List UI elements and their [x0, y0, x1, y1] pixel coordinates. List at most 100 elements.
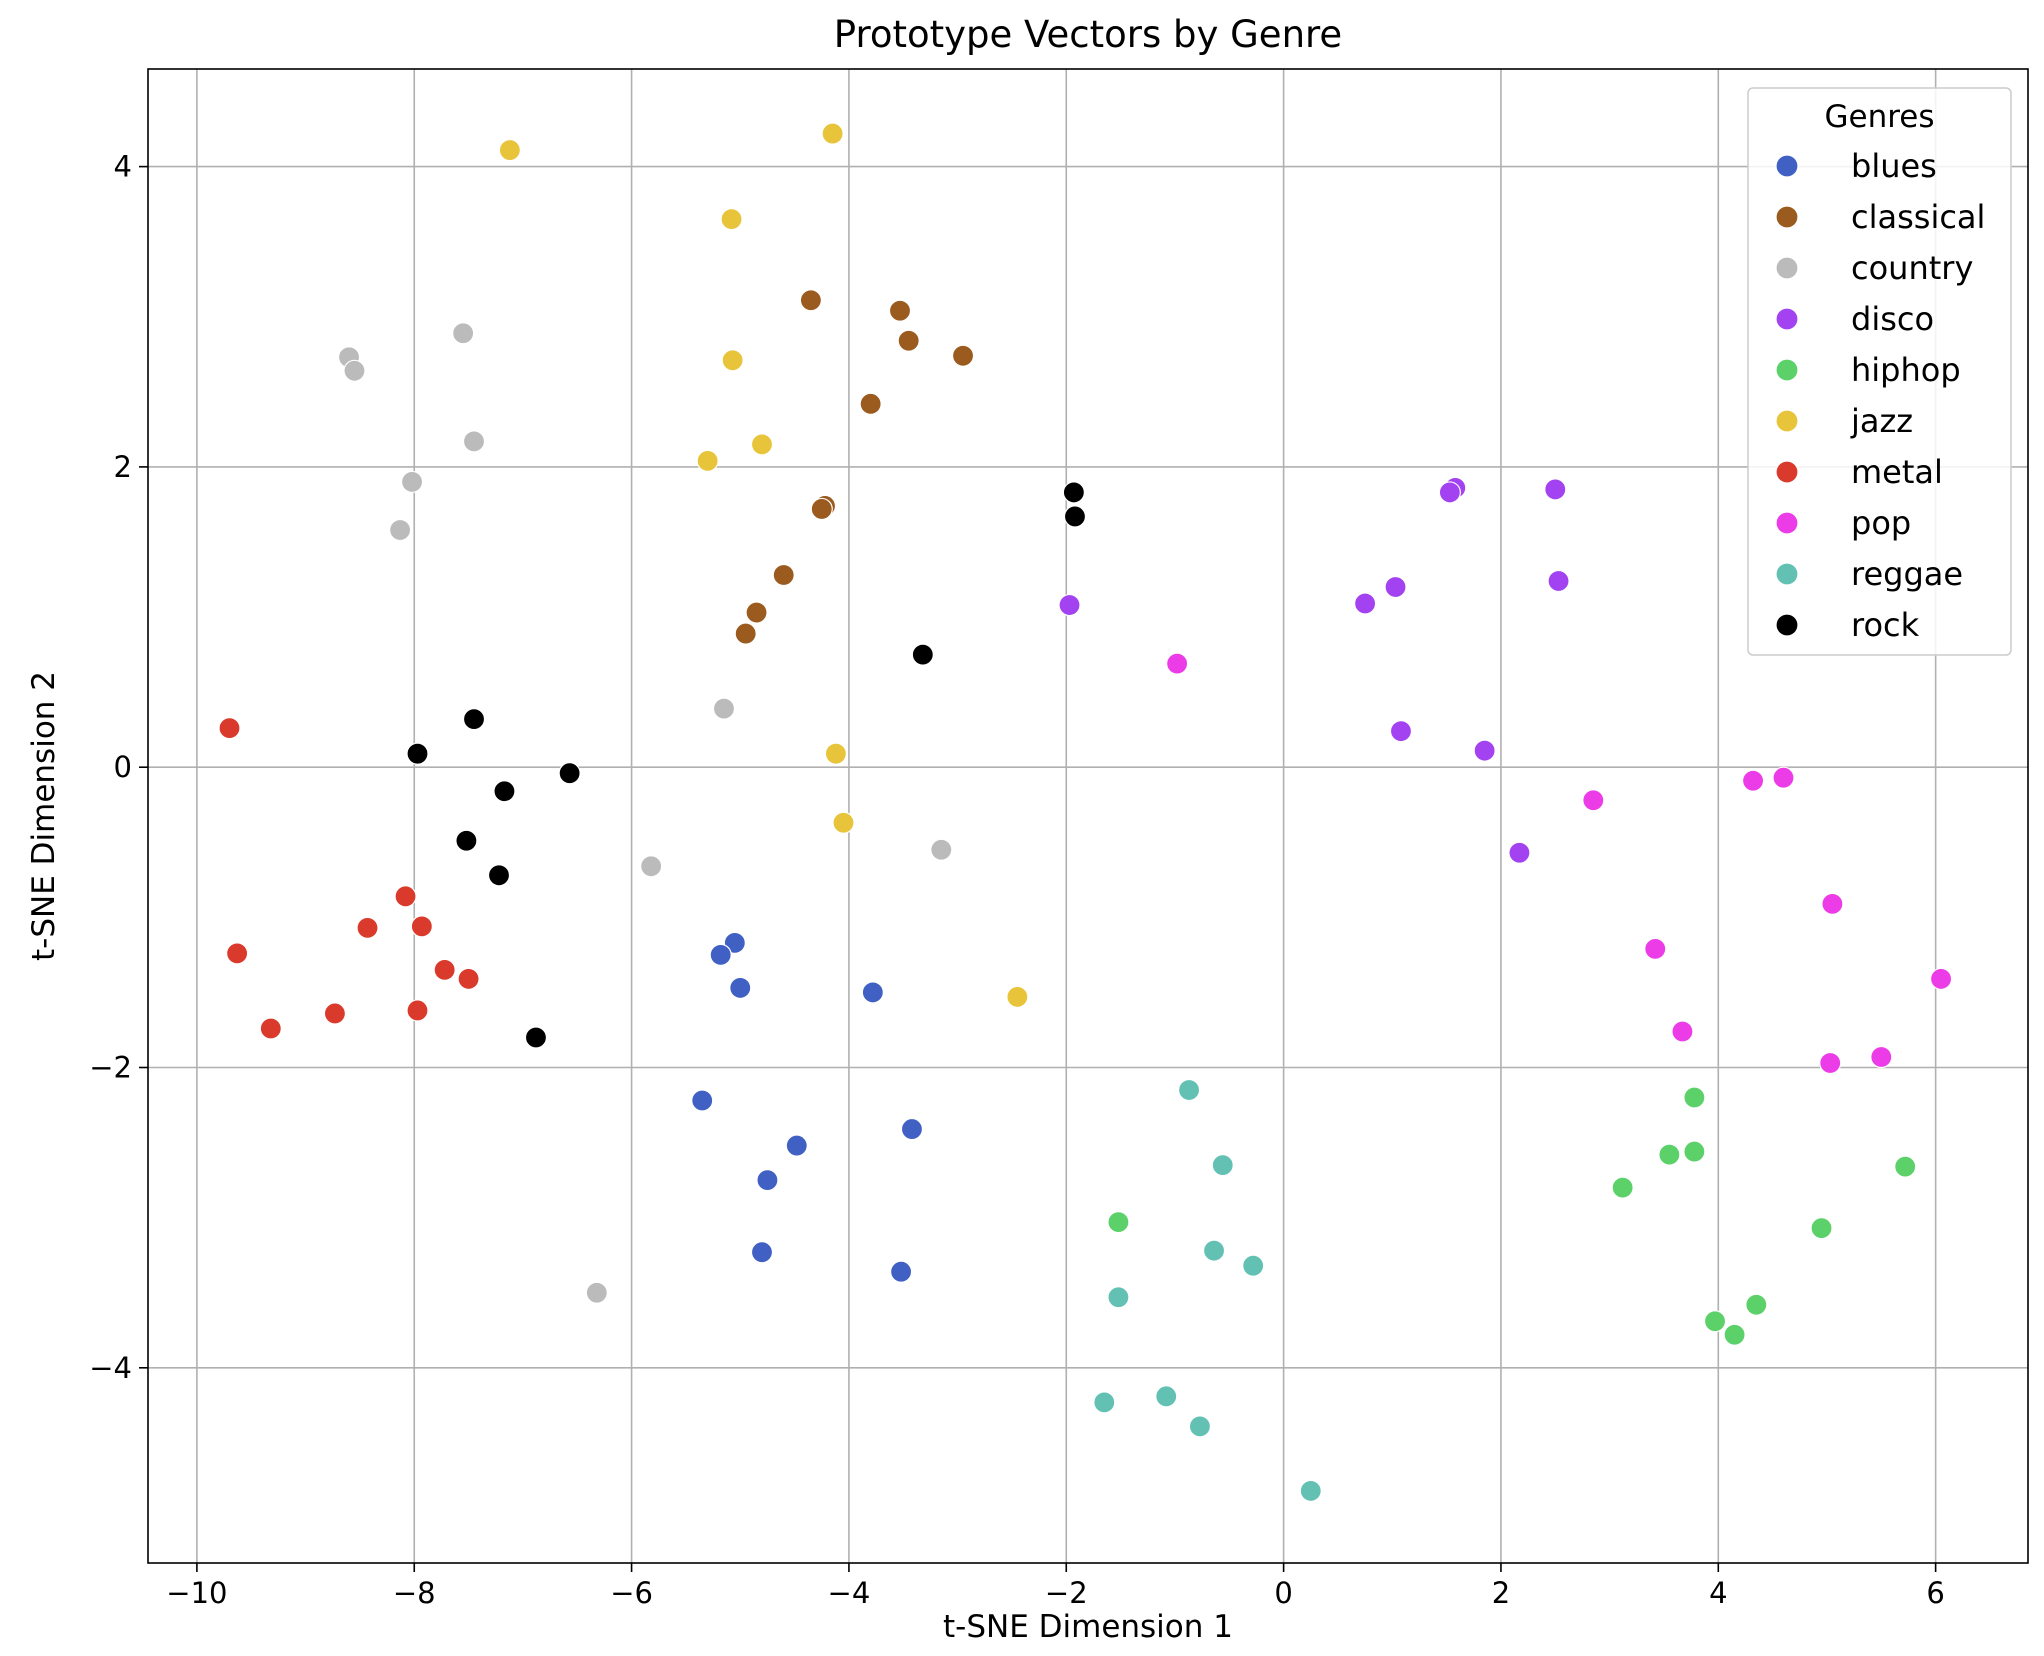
data-point-metal	[457, 967, 480, 991]
data-point-rock	[493, 780, 516, 803]
data-point-country	[452, 322, 475, 345]
data-point-metal	[356, 916, 379, 939]
data-point-classical	[888, 299, 912, 322]
legend-label-disco: disco	[1851, 300, 1934, 338]
data-point-classical	[859, 392, 882, 415]
data-point-reggae	[1211, 1154, 1234, 1177]
y-axis-label: t-SNE Dimension 2	[26, 671, 62, 961]
y-tick-label: −2	[89, 1051, 132, 1085]
legend-marker-reggae	[1775, 562, 1799, 586]
series-classical	[734, 289, 975, 645]
grid-lines	[148, 69, 2028, 1563]
data-point-jazz	[721, 349, 744, 372]
data-point-reggae	[1202, 1239, 1226, 1262]
data-point-rock	[524, 1026, 548, 1049]
legend-marker-hiphop	[1775, 358, 1799, 382]
data-point-disco	[1384, 575, 1407, 599]
data-point-classical	[810, 497, 833, 521]
data-point-disco	[1354, 592, 1377, 615]
data-point-classical	[799, 289, 822, 312]
x-tick-label: 0	[1274, 1576, 1292, 1610]
data-point-reggae	[1107, 1286, 1130, 1309]
data-point-blues	[756, 1169, 779, 1192]
data-point-disco	[1389, 720, 1413, 743]
data-point-jazz	[696, 449, 719, 472]
data-point-reggae	[1155, 1385, 1178, 1408]
data-point-pop	[1166, 652, 1189, 675]
data-point-disco	[1473, 739, 1496, 762]
legend-marker-jazz	[1775, 409, 1799, 433]
data-point-country	[389, 518, 412, 542]
data-point-blues	[709, 943, 732, 966]
axis-ticks: −10 −8 −6 −4 −2 0 2 4 6 −4 −2 0 2 4	[89, 150, 1945, 1610]
legend-marker-pop	[1775, 511, 1799, 535]
legend-label-metal: metal	[1851, 453, 1943, 491]
legend: Genres blues classical country disco hiphop j…	[1747, 87, 2012, 656]
data-point-disco	[1058, 593, 1081, 617]
data-point-metal	[259, 1017, 282, 1040]
data-point-hiphop	[1611, 1176, 1634, 1199]
x-axis-label: t-SNE Dimension 1	[943, 1609, 1233, 1645]
data-point-classical	[951, 344, 975, 367]
legend-label-country: country	[1851, 249, 1973, 287]
data-point-rock	[455, 829, 478, 852]
series-metal	[218, 717, 480, 1040]
data-point-blues	[750, 1241, 774, 1264]
data-point-metal	[218, 717, 241, 740]
x-tick-label: −6	[610, 1576, 653, 1610]
data-point-reggae	[1093, 1391, 1116, 1414]
data-point-blues	[723, 931, 746, 954]
data-point-rock	[558, 762, 581, 785]
plot-area-frame	[147, 68, 2029, 1564]
legend-marker-blues	[1775, 154, 1799, 178]
data-point-pop	[1644, 937, 1667, 960]
data-point-pop	[1821, 892, 1844, 915]
data-points	[218, 122, 1953, 1503]
legend-box	[1747, 87, 2012, 656]
data-point-classical	[745, 601, 768, 624]
legend-label-pop: pop	[1851, 504, 1911, 542]
data-point-hiphop	[1723, 1323, 1746, 1346]
legend-label-jazz: jazz	[1850, 402, 1913, 440]
x-tick-label: −8	[393, 1576, 436, 1610]
data-point-hiphop	[1703, 1310, 1727, 1333]
series-blues	[691, 931, 924, 1283]
data-point-jazz	[720, 208, 743, 231]
series-pop	[1166, 652, 1953, 1075]
data-point-jazz	[498, 138, 521, 162]
legend-label-classical: classical	[1851, 198, 1985, 236]
y-tick-label: 2	[114, 450, 132, 484]
x-tick-label: −10	[166, 1576, 227, 1610]
x-tick-label: 6	[1926, 1576, 1944, 1610]
data-point-hiphop	[1683, 1140, 1706, 1163]
data-point-rock	[1063, 505, 1087, 528]
x-tick-label: −2	[1045, 1576, 1088, 1610]
data-point-country	[462, 430, 486, 453]
data-point-country	[712, 697, 736, 720]
data-point-pop	[1772, 766, 1795, 789]
data-point-country	[585, 1281, 608, 1304]
data-point-blues	[889, 1260, 913, 1283]
data-point-hiphop	[1683, 1086, 1706, 1109]
data-point-rock	[911, 643, 934, 666]
data-point-pop	[1741, 769, 1765, 792]
data-point-country	[400, 470, 424, 494]
data-point-reggae	[1299, 1479, 1322, 1503]
data-point-rock	[1062, 481, 1085, 504]
legend-marker-classical	[1775, 205, 1799, 229]
legend-marker-disco	[1775, 307, 1799, 331]
legend-marker-country	[1775, 256, 1799, 280]
data-point-hiphop	[1745, 1293, 1768, 1316]
data-point-pop	[1929, 967, 1953, 991]
data-point-blues	[691, 1089, 714, 1112]
data-point-disco	[1544, 478, 1567, 501]
data-point-pop	[1582, 789, 1605, 812]
x-tick-label: 4	[1709, 1576, 1727, 1610]
data-point-rock	[406, 742, 429, 765]
data-point-metal	[226, 942, 249, 965]
series-hiphop	[1107, 1086, 1917, 1346]
legend-label-blues: blues	[1851, 147, 1937, 185]
data-point-jazz	[1006, 985, 1029, 1009]
data-point-metal	[406, 999, 429, 1022]
